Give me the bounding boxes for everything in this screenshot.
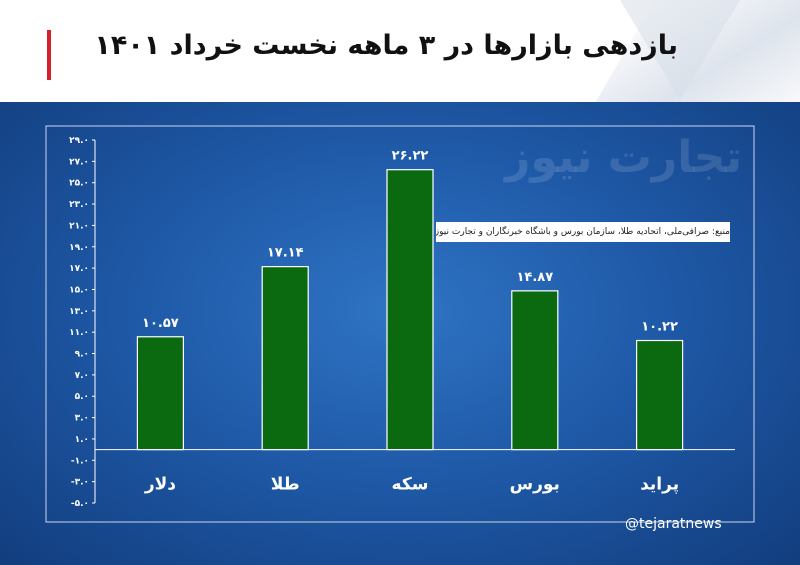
data-label: ۱۰.۵۷ xyxy=(142,316,179,331)
y-tick-label: ۱۵.۰ xyxy=(69,285,89,295)
y-tick-label: ۲۵.۰ xyxy=(69,179,89,189)
y-tick-label: ۱.۰ xyxy=(75,435,89,445)
header: بازدهی بازارها در ۳ ماهه نخست خرداد ۱۴۰۱ xyxy=(0,0,800,102)
category-label: سکه xyxy=(392,475,429,495)
y-tick-label: ۳.۰ xyxy=(75,414,89,424)
y-tick-label: ۱۹.۰ xyxy=(69,243,89,253)
y-tick-label: -۵.۰ xyxy=(71,499,89,509)
data-label: ۲۶.۲۲ xyxy=(392,149,429,164)
bar-5 xyxy=(635,339,684,451)
y-tick-label: -۳.۰ xyxy=(71,478,89,488)
y-tick-label: ۵.۰ xyxy=(75,392,89,402)
title-accent-bar xyxy=(47,30,51,80)
bar-2 xyxy=(261,266,309,451)
category-label: بورس xyxy=(510,475,560,495)
bar-3 xyxy=(386,169,434,451)
bar-4 xyxy=(511,290,559,451)
social-handle: @tejaratnews xyxy=(625,516,722,532)
y-tick-label: ۱۳.۰ xyxy=(69,307,89,317)
y-tick-label: -۱.۰ xyxy=(71,456,89,466)
y-tick-label: ۷.۰ xyxy=(75,371,89,381)
y-tick-label: ۲۱.۰ xyxy=(69,221,89,231)
header-decoration-triangle xyxy=(620,0,740,100)
source-note: منبع: صرافی‌ملی، اتحادیه طلا، سازمان بور… xyxy=(436,222,730,242)
y-tick-label: ۱۷.۰ xyxy=(69,264,89,274)
y-tick-label: ۹.۰ xyxy=(75,350,89,360)
data-label: ۱۰.۲۲ xyxy=(641,320,678,335)
y-tick-label: ۲۳.۰ xyxy=(69,200,89,210)
category-label: پراید xyxy=(640,475,679,495)
category-label: دلار xyxy=(144,475,176,495)
bar-1 xyxy=(136,336,184,451)
plot-frame xyxy=(45,125,755,523)
y-tick-label: ۲۹.۰ xyxy=(69,136,89,146)
brand-watermark: تجارت نیوز xyxy=(505,132,743,183)
y-tick-label: ۱۱.۰ xyxy=(69,328,89,338)
data-label: ۱۷.۱۴ xyxy=(267,246,304,261)
y-tick-label: ۲۷.۰ xyxy=(69,157,89,167)
category-label: طلا xyxy=(271,475,300,495)
page-title: بازدهی بازارها در ۳ ماهه نخست خرداد ۱۴۰۱ xyxy=(94,30,678,61)
data-label: ۱۴.۸۷ xyxy=(516,270,553,285)
